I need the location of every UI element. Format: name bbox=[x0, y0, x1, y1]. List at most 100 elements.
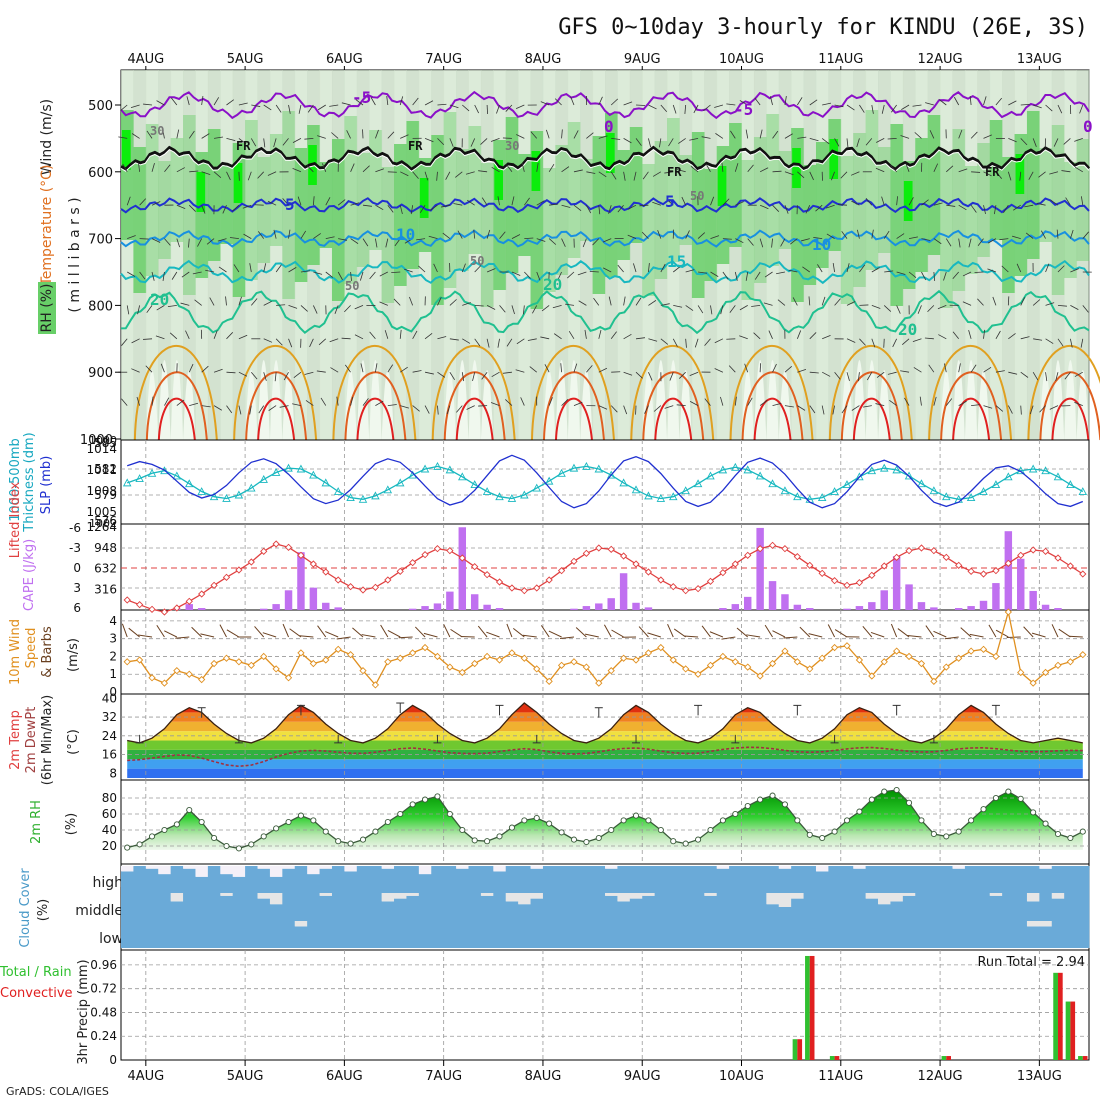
wind-barb bbox=[937, 305, 947, 310]
wind-barb bbox=[875, 403, 885, 406]
wind-barb bbox=[697, 305, 704, 314]
cloud-cell bbox=[977, 893, 991, 921]
wind10-marker bbox=[297, 649, 305, 657]
wind-barb bbox=[1020, 336, 1030, 340]
wind-barb bbox=[999, 238, 1009, 241]
cloud-cell bbox=[493, 871, 507, 893]
rh-saturated-band bbox=[494, 160, 503, 200]
cloud-clear-cell bbox=[269, 893, 283, 905]
wind-barb bbox=[317, 135, 326, 139]
cloud-cell bbox=[232, 893, 246, 921]
wind-barb bbox=[728, 365, 736, 373]
isotherm-25-plume bbox=[233, 344, 318, 441]
isotherm-25-plume bbox=[1027, 344, 1100, 441]
thickness-unit-label: Thickness (dm) bbox=[22, 432, 37, 532]
wind-barb bbox=[334, 305, 339, 314]
contour-label: 50 bbox=[345, 279, 359, 293]
wind-barb bbox=[449, 338, 459, 341]
contour-label: 10 bbox=[812, 235, 831, 254]
rh2m-marker bbox=[732, 810, 739, 818]
rh2m-marker bbox=[422, 796, 429, 803]
thickness-marker bbox=[904, 471, 914, 480]
wind-barb bbox=[968, 330, 972, 339]
wind-barb bbox=[642, 171, 649, 180]
wind-barb bbox=[623, 171, 626, 181]
cloud-high-label: high bbox=[92, 875, 123, 891]
wind-barb bbox=[490, 402, 500, 406]
wind-barb bbox=[375, 168, 385, 173]
wind-barb bbox=[481, 371, 488, 380]
wind-barb bbox=[548, 163, 555, 173]
wind-barb bbox=[901, 338, 910, 346]
wind-barb bbox=[309, 338, 314, 348]
thickness-tick-label: 576 bbox=[94, 514, 117, 528]
rh-band bbox=[741, 70, 755, 440]
cloud-cell bbox=[828, 866, 842, 893]
lifted-index-marker bbox=[930, 547, 938, 555]
cloud-cell bbox=[1039, 893, 1053, 921]
wind-barb bbox=[747, 397, 753, 406]
wind-barb bbox=[263, 138, 266, 148]
wind-barb bbox=[502, 371, 512, 374]
wind10-marker bbox=[1066, 658, 1075, 666]
thickness-marker bbox=[458, 472, 467, 481]
cape-bar bbox=[446, 591, 454, 610]
cape-bar bbox=[793, 604, 802, 610]
wind-barb bbox=[673, 305, 683, 308]
wind-barb bbox=[127, 271, 136, 277]
cloud-cell bbox=[1014, 893, 1028, 921]
wind10-barb bbox=[808, 633, 823, 638]
cloud-cell bbox=[592, 893, 606, 921]
lifted-index-marker bbox=[235, 566, 243, 574]
wind-barb bbox=[837, 204, 848, 206]
wind10-marker bbox=[247, 661, 255, 669]
rh-moist-band bbox=[1026, 111, 1040, 259]
cloud-cell bbox=[617, 901, 631, 921]
cloud-cell bbox=[269, 921, 283, 948]
wind-barb bbox=[214, 136, 224, 139]
rh2m-marker bbox=[1067, 834, 1074, 842]
wind-barb bbox=[350, 238, 359, 244]
rh2m-marker bbox=[819, 834, 826, 842]
wind-barb bbox=[369, 331, 376, 340]
cloud-clear-cell bbox=[518, 893, 531, 905]
cape-bar bbox=[185, 604, 193, 610]
rh2m-marker bbox=[1042, 820, 1049, 827]
wind-barb bbox=[121, 398, 128, 406]
wind-barb bbox=[830, 171, 835, 181]
wind-barb bbox=[263, 300, 272, 306]
cloud-cell bbox=[269, 876, 283, 893]
wind10-marker bbox=[731, 658, 739, 666]
lifted-index-marker bbox=[818, 569, 826, 577]
lifted-index-marker bbox=[210, 581, 218, 589]
wind-barb bbox=[821, 371, 831, 377]
wind-barb bbox=[648, 104, 657, 110]
cloud-cell bbox=[443, 921, 457, 948]
date-label-top: 12AUG bbox=[918, 52, 963, 67]
wind-barb bbox=[834, 371, 841, 380]
wind-barb bbox=[887, 371, 897, 375]
rh-band bbox=[642, 70, 656, 440]
cloud-clear-cell bbox=[220, 893, 234, 896]
cloud-cell bbox=[207, 866, 221, 893]
isotherm-30-plume bbox=[940, 371, 1003, 441]
rh-band bbox=[145, 70, 159, 440]
wind-barb bbox=[722, 271, 729, 280]
cloud-cell bbox=[319, 868, 333, 893]
wind10-barb bbox=[128, 627, 140, 638]
cape-bar bbox=[1054, 608, 1062, 610]
wind10-marker bbox=[284, 674, 293, 682]
cloud-cell bbox=[766, 904, 780, 921]
thickness-marker bbox=[768, 479, 777, 488]
cloud-cell bbox=[121, 893, 134, 921]
wind10-barb bbox=[361, 634, 376, 638]
cloud-cell bbox=[667, 921, 680, 948]
wind-barb bbox=[921, 199, 929, 206]
wind-barb bbox=[919, 396, 922, 406]
profile-y-label: 900 bbox=[88, 366, 113, 381]
wind-barb bbox=[131, 338, 140, 344]
rh2m-marker bbox=[657, 826, 664, 834]
rh-moist-band bbox=[344, 116, 358, 284]
wind-barb bbox=[865, 138, 873, 146]
cape-bar bbox=[259, 608, 268, 610]
